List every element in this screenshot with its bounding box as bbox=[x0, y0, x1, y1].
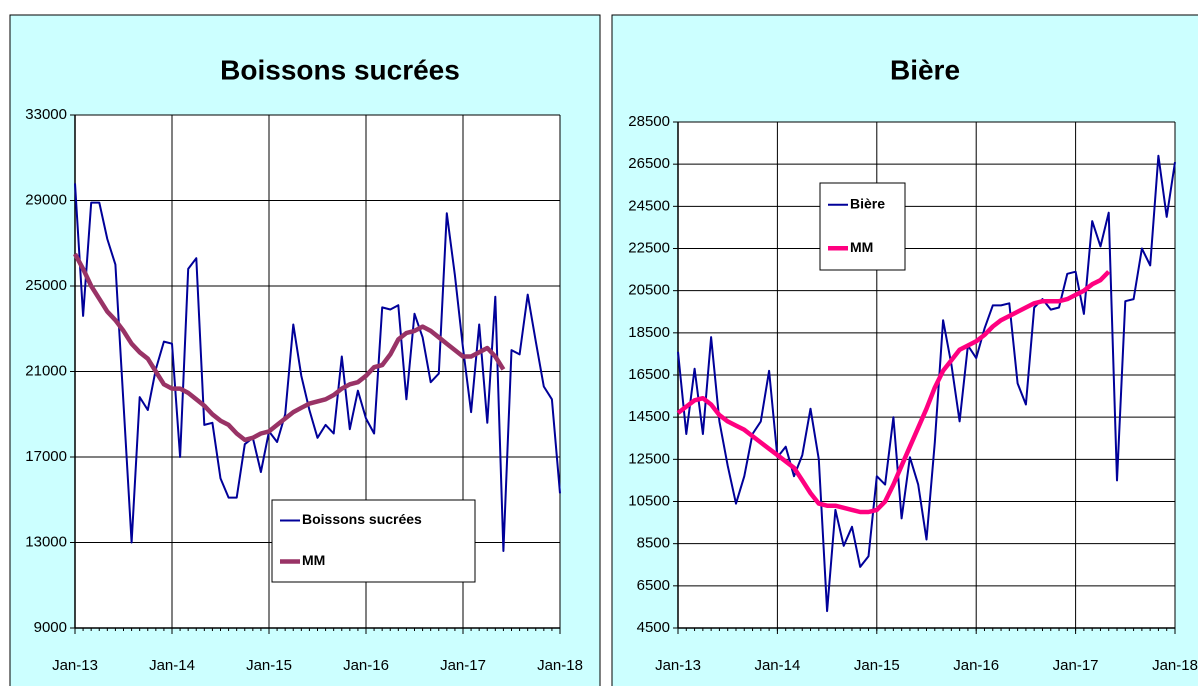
legend-label: MM bbox=[302, 552, 325, 568]
y-tick-label: 26500 bbox=[628, 155, 670, 172]
legend-label: Bière bbox=[850, 195, 885, 211]
y-tick-label: 13000 bbox=[25, 533, 67, 550]
series-line bbox=[677, 154, 1176, 613]
x-tick-label: Jan-13 bbox=[52, 657, 98, 674]
series-line bbox=[676, 270, 1111, 515]
chart-title: Bière bbox=[890, 54, 960, 85]
series-line bbox=[73, 252, 506, 443]
x-tick-label: Jan-13 bbox=[655, 657, 701, 674]
y-tick-label: 33000 bbox=[25, 106, 67, 123]
y-tick-label: 28500 bbox=[628, 113, 670, 130]
y-tick-label: 25000 bbox=[25, 277, 67, 294]
y-tick-label: 18500 bbox=[628, 324, 670, 341]
x-tick-label: Jan-17 bbox=[440, 657, 486, 674]
y-tick-label: 4500 bbox=[637, 619, 670, 636]
x-tick-label: Jan-18 bbox=[1152, 657, 1198, 674]
legend-label: Boissons sucrées bbox=[302, 511, 422, 527]
y-tick-label: 14500 bbox=[628, 408, 670, 425]
y-tick-label: 21000 bbox=[25, 362, 67, 379]
x-tick-label: Jan-18 bbox=[537, 657, 583, 674]
y-tick-label: 9000 bbox=[34, 619, 67, 636]
x-tick-label: Jan-16 bbox=[343, 657, 389, 674]
x-tick-label: Jan-15 bbox=[854, 657, 900, 674]
y-tick-label: 10500 bbox=[628, 492, 670, 509]
y-tick-label: 17000 bbox=[25, 448, 67, 465]
y-tick-label: 16500 bbox=[628, 366, 670, 383]
y-tick-label: 8500 bbox=[637, 535, 670, 552]
y-tick-label: 6500 bbox=[637, 577, 670, 594]
x-tick-label: Jan-14 bbox=[149, 657, 195, 674]
y-tick-label: 29000 bbox=[25, 191, 67, 208]
x-tick-label: Jan-14 bbox=[754, 657, 800, 674]
legend-label: MM bbox=[850, 239, 873, 255]
legend-box bbox=[271, 499, 476, 583]
y-tick-label: 12500 bbox=[628, 450, 670, 467]
legend-box bbox=[819, 182, 906, 271]
x-tick-label: Jan-15 bbox=[246, 657, 292, 674]
x-tick-label: Jan-16 bbox=[953, 657, 999, 674]
y-tick-label: 24500 bbox=[628, 197, 670, 214]
y-tick-label: 20500 bbox=[628, 282, 670, 299]
y-tick-label: 22500 bbox=[628, 239, 670, 256]
chart-title: Boissons sucrées bbox=[220, 54, 460, 85]
x-tick-label: Jan-17 bbox=[1053, 657, 1099, 674]
